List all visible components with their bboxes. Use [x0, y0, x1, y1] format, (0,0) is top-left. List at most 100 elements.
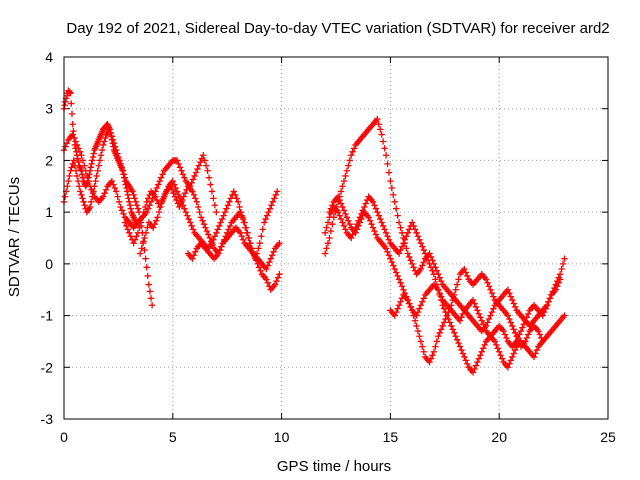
data-point: [397, 279, 404, 287]
data-point: [242, 224, 250, 231]
data-point: [192, 248, 199, 255]
data-point: [381, 226, 388, 233]
data-point: [507, 319, 515, 326]
data-point: [337, 215, 345, 223]
data-point: [192, 195, 199, 202]
data-point: [266, 258, 273, 266]
data-point: [263, 265, 270, 273]
data-point: [452, 286, 459, 293]
data-point: [133, 233, 140, 240]
data-point: [498, 355, 506, 362]
x-tick-label: 5: [169, 429, 177, 445]
data-point: [131, 195, 138, 202]
data-point: [157, 203, 164, 211]
data-point: [369, 224, 377, 231]
data-point: [181, 174, 188, 181]
data-point: [353, 226, 361, 233]
data-point: [377, 126, 384, 133]
data-point: [72, 138, 79, 145]
data-point: [329, 221, 336, 228]
data-point: [150, 224, 157, 231]
data-point: [395, 302, 403, 309]
data-point: [455, 339, 462, 347]
data-point: [532, 350, 539, 357]
data-point: [507, 357, 515, 364]
data-point: [215, 250, 222, 257]
data-point: [64, 183, 71, 190]
data-point: [496, 348, 503, 355]
data-point: [348, 234, 355, 242]
data-point: [73, 172, 81, 180]
data-point: [271, 281, 279, 288]
x-tick-labels: 0 5 10 15 20 25: [60, 429, 616, 445]
data-point: [384, 248, 391, 255]
data-point: [75, 158, 82, 166]
data-point: [237, 229, 244, 237]
data-point: [509, 322, 516, 330]
data-point: [382, 152, 390, 159]
data-point: [92, 177, 99, 185]
data-point: [345, 217, 352, 224]
data-point: [391, 198, 398, 205]
data-point: [417, 239, 425, 247]
data-point: [158, 198, 166, 205]
data-point: [439, 322, 446, 330]
data-point: [410, 264, 417, 271]
data-point: [173, 196, 180, 204]
data-point: [511, 346, 519, 354]
data-point: [138, 245, 145, 252]
data-point: [127, 233, 134, 240]
data-point: [78, 191, 85, 199]
data-point: [472, 303, 480, 311]
data-point: [477, 352, 484, 359]
data-point: [111, 184, 118, 192]
data-point: [407, 257, 414, 264]
data-point: [205, 231, 212, 238]
data-point: [84, 172, 91, 180]
data-point: [491, 338, 499, 345]
data-point: [474, 307, 481, 314]
data-point: [410, 312, 417, 319]
data-point: [197, 158, 204, 166]
series-track-7: [321, 115, 568, 335]
data-point: [153, 184, 161, 192]
data-point: [220, 212, 227, 219]
data-point: [93, 172, 100, 180]
data-point: [348, 152, 355, 159]
data-point: [459, 350, 467, 357]
data-point: [210, 195, 217, 202]
data-point: [484, 319, 491, 326]
data-point: [195, 162, 203, 169]
data-point: [394, 212, 401, 219]
data-point: [327, 227, 335, 235]
data-point: [144, 272, 151, 280]
data-point: [398, 283, 406, 290]
data-point: [374, 208, 381, 216]
data-point: [540, 308, 548, 316]
data-point: [358, 215, 365, 223]
data-point: [490, 305, 497, 312]
data-point: [239, 215, 247, 223]
data-point: [190, 191, 198, 199]
data-point: [266, 205, 274, 212]
data-point: [387, 177, 394, 185]
data-point: [109, 139, 116, 147]
data-point: [202, 162, 210, 169]
data-point: [559, 260, 567, 268]
data-point: [113, 188, 120, 195]
data-point: [480, 345, 487, 352]
data-point: [99, 193, 107, 200]
data-point: [426, 260, 433, 268]
data-point: [475, 310, 483, 318]
data-point: [65, 177, 72, 185]
data-point: [427, 355, 435, 362]
data-point: [346, 221, 353, 228]
data-point: [159, 171, 166, 178]
data-point: [506, 289, 513, 297]
data-point: [155, 208, 163, 216]
data-point: [101, 189, 108, 197]
data-point: [408, 219, 416, 226]
data-point: [272, 191, 279, 199]
data-point: [90, 150, 97, 157]
data-point: [539, 338, 546, 345]
